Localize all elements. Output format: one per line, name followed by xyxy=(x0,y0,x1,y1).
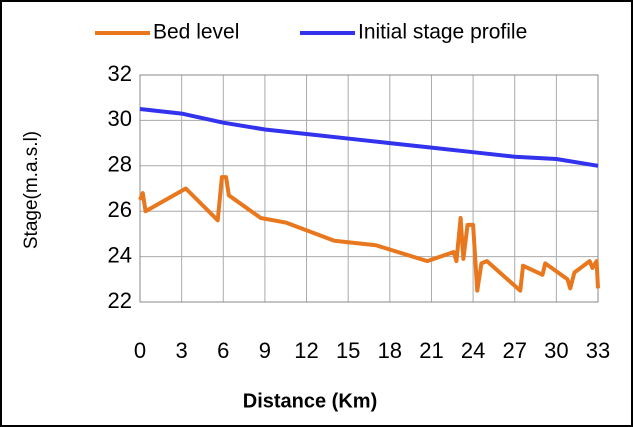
x-tick-label: 15 xyxy=(336,338,360,363)
y-tick-label: 32 xyxy=(108,61,132,86)
x-tick-label: 9 xyxy=(259,338,271,363)
series-line xyxy=(139,107,599,168)
x-tick-label: 3 xyxy=(176,338,188,363)
x-tick-label: 30 xyxy=(544,338,568,363)
y-tick-label: 24 xyxy=(108,242,132,267)
x-tick-label: 12 xyxy=(294,338,318,363)
legend-label: Initial stage profile xyxy=(358,21,527,44)
plot-frame xyxy=(139,74,599,303)
x-tick-label: 18 xyxy=(378,338,402,363)
y-tick-label: 26 xyxy=(108,197,132,222)
x-tick-label: 27 xyxy=(502,338,526,363)
legend-label: Bed level xyxy=(153,21,239,44)
series-line xyxy=(138,175,600,293)
y-tick-label: 28 xyxy=(108,152,132,177)
x-axis-label: Distance (Km) xyxy=(243,390,377,412)
x-tick-label: 6 xyxy=(217,338,229,363)
y-tick-label: 30 xyxy=(108,106,132,131)
y-tick-label: 22 xyxy=(108,288,132,313)
x-tick-label: 21 xyxy=(419,338,443,363)
x-tick-label: 0 xyxy=(134,338,146,363)
x-tick-label: 33 xyxy=(586,338,610,363)
x-tick-label: 24 xyxy=(461,338,485,363)
y-axis-label: Stage(m.a.s.l) xyxy=(21,131,42,249)
